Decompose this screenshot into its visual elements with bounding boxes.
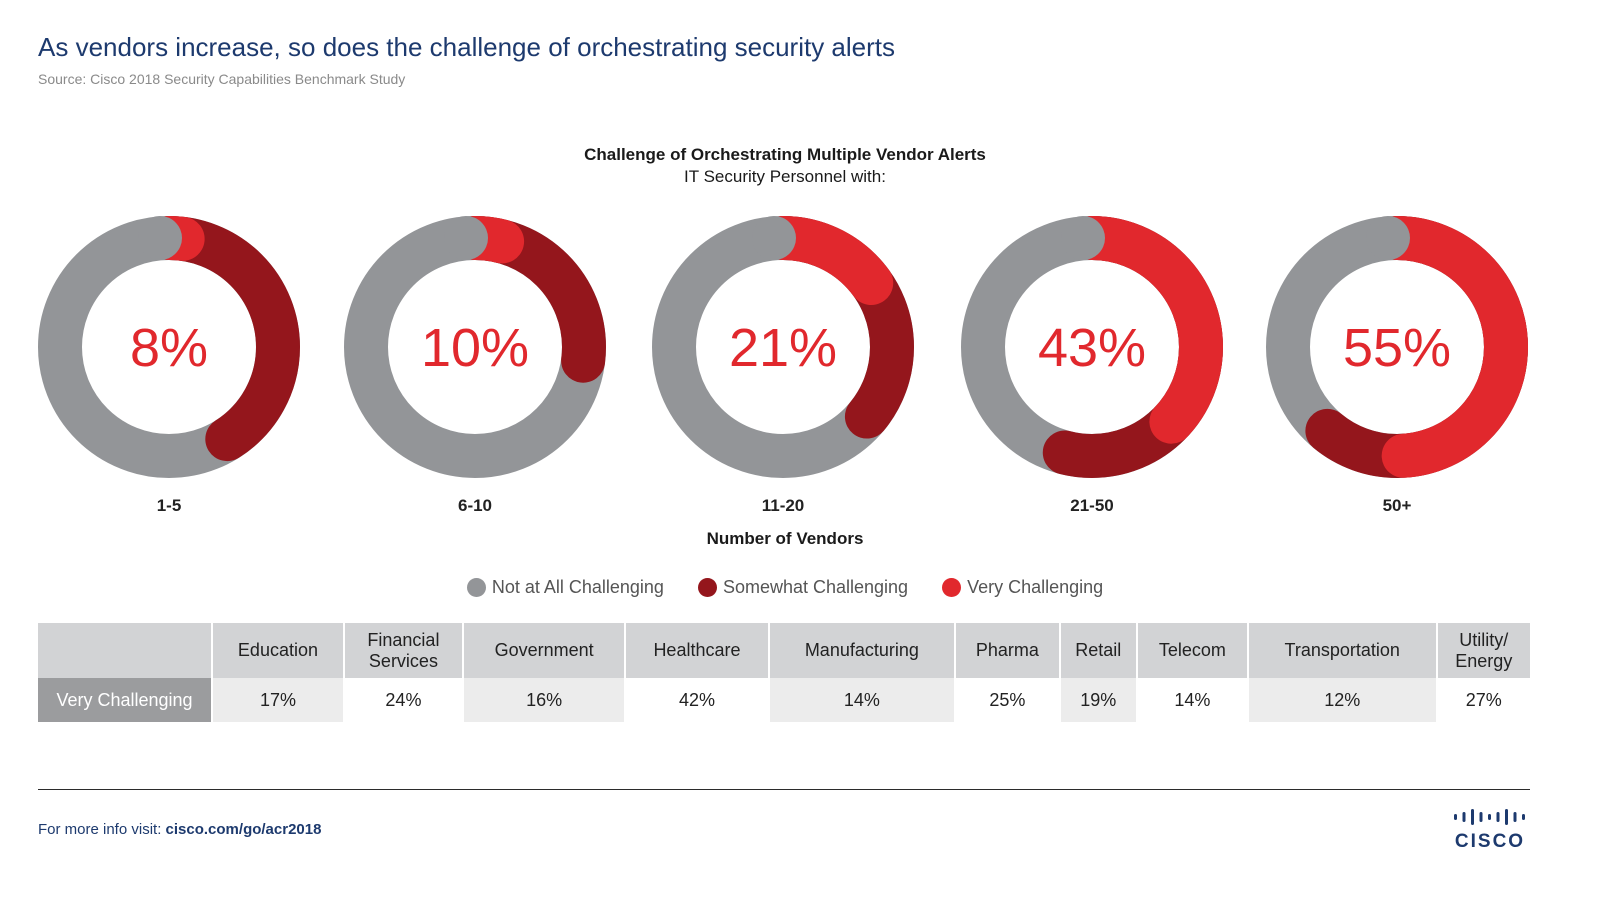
legend-label: Somewhat Challenging [722,577,909,597]
chart-title: Challenge of Orchestrating Multiple Vend… [584,145,986,164]
category-label: 21-50 [1070,496,1114,515]
center-value-label: 43% [1038,318,1146,378]
column-header: Transportation [1246,623,1437,678]
column-header-line: Education [237,640,318,661]
column-header-line: Financial [367,629,440,650]
page-title: As vendors increase, so does the challen… [38,32,896,62]
legend-label: Not at All Challenging [491,577,664,597]
column-header-line: Pharma [975,640,1039,661]
column-header-line: Services [368,650,438,671]
table-cell: 42% [624,678,769,722]
column-header-line: Utility/ [1459,629,1509,650]
column-header: Manufacturing [767,623,956,678]
table-row: Very Challenging 17% 24% 16% 42% 14% 25% 19% 14%… [38,678,1530,722]
footer-prefix: For more info visit: [38,821,166,838]
category-label: 1-5 [156,496,182,515]
table-cell: 14% [767,678,956,722]
segment-cap [1366,216,1410,260]
legend-item-not-at-all: Not at All Challenging [466,577,664,598]
table-cell: 25% [954,678,1060,722]
center-value-label: 21% [729,318,837,378]
table-corner [38,623,212,678]
column-header: Government [461,623,626,678]
cisco-bars-icon [1454,809,1525,825]
column-header-line: Telecom [1158,640,1226,661]
industry-table: Education Financial Services Government Heal… [38,623,1530,722]
cisco-logo: CISCO [1450,808,1530,853]
row-header: Very Challenging [38,678,212,722]
legend-swatch [697,578,717,597]
column-header: Healthcare [624,623,769,678]
table-cell: 12% [1246,678,1437,722]
column-header: Financial Services [342,623,463,678]
table-cell: 27% [1435,678,1530,722]
column-header-line: Government [494,640,594,661]
column-header-line: Energy [1455,650,1513,671]
category-label: 50+ [1382,496,1412,515]
column-header-line: Retail [1075,640,1122,661]
center-value-label: 55% [1343,318,1451,378]
column-header: Telecom [1135,623,1248,678]
legend-item-somewhat: Somewhat Challenging [697,577,909,598]
donut-charts: 8% 10% 21% 43% 55% [38,216,1528,478]
column-header: Education [211,623,344,678]
source-note: Source: Cisco 2018 Security Capabilities… [38,71,406,87]
column-header: Utility/Energy [1435,623,1530,678]
column-header-line: Transportation [1284,640,1400,661]
center-value-label: 10% [421,318,529,378]
legend-swatch [466,578,486,597]
center-value-label: 8% [130,318,208,378]
segment-cap [752,216,796,260]
segment-cap [1061,216,1105,260]
table-cell: 19% [1058,678,1137,722]
legend: Not at All Challenging Somewhat Challeng… [0,577,1570,598]
x-axis-label: Number of Vendors [706,529,864,548]
segment-cap [444,216,488,260]
column-header: Pharma [954,623,1060,678]
footer-text: For more info visit: cisco.com/go/acr201… [38,821,321,838]
table-cell: 17% [211,678,344,722]
table-cell: 24% [342,678,463,722]
divider [38,789,1530,790]
legend-item-very: Very Challenging [942,577,1103,598]
segment-cap [138,216,182,260]
table-cell: 16% [461,678,626,722]
footer-link[interactable]: cisco.com/go/acr2018 [165,821,322,838]
legend-label: Very Challenging [967,577,1104,597]
category-label: 6-10 [457,496,493,515]
logo-text: CISCO [1454,831,1526,852]
column-header: Retail [1058,623,1137,678]
chart-subtitle: IT Security Personnel with: [684,167,886,186]
legend-swatch [942,578,962,597]
column-header-line: Manufacturing [804,640,919,661]
category-label: 11-20 [761,496,805,515]
table-cell: 14% [1135,678,1248,722]
column-header-line: Healthcare [653,640,741,661]
